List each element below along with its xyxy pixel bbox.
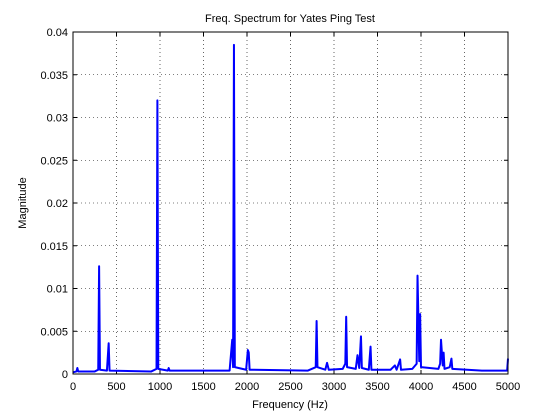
x-tick-label: 3500 (365, 381, 389, 393)
x-tick-label: 500 (107, 381, 125, 393)
y-tick-label: 0.025 (40, 155, 68, 167)
x-tick-label: 1500 (191, 381, 215, 393)
y-tick-label: 0.03 (47, 113, 68, 125)
x-tick-label: 0 (70, 381, 76, 393)
x-tick-label: 4500 (452, 381, 476, 393)
spectrum-line (72, 43, 509, 374)
y-tick-label: 0.02 (47, 198, 68, 210)
y-axis-label: Magnitude (17, 177, 29, 228)
y-tick-label: 0.035 (40, 70, 68, 82)
axes-background (73, 32, 508, 374)
x-tick-label: 2000 (235, 381, 259, 393)
y-tick-label: 0.005 (40, 326, 68, 338)
x-tick-label: 4000 (409, 381, 433, 393)
x-tick-label: 2500 (278, 381, 302, 393)
y-tick-label: 0.01 (47, 284, 68, 296)
x-tick-label: 1000 (148, 381, 172, 393)
chart-title: Freq. Spectrum for Yates Ping Test (205, 13, 375, 25)
axes-box (72, 31, 509, 375)
y-tick-label: 0.015 (40, 241, 68, 253)
y-tick-label: 0.04 (47, 27, 68, 39)
y-tick-label: 0 (62, 369, 68, 381)
x-axis-label: Frequency (Hz) (252, 399, 328, 411)
x-tick-label: 3000 (322, 381, 346, 393)
x-tick-label: 5000 (496, 381, 520, 393)
